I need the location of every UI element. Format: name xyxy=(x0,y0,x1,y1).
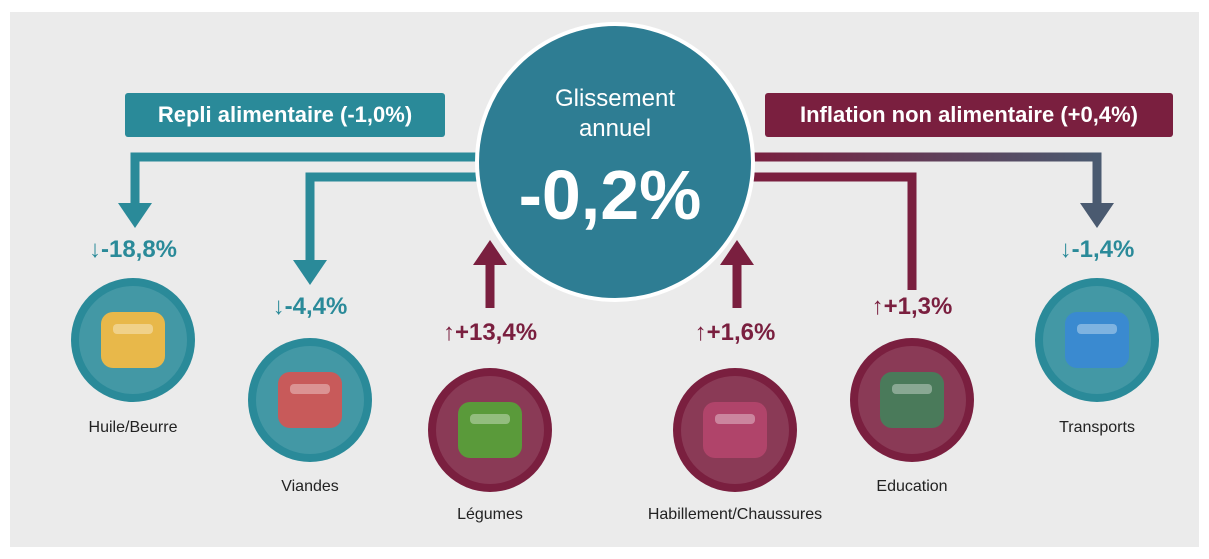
food-banner: Repli alimentaire (-1,0%) xyxy=(125,93,445,137)
change-value: ↓-18,8% xyxy=(89,236,177,264)
icon-shape xyxy=(880,372,944,428)
item-label: Transports xyxy=(1059,419,1135,437)
arrow-head xyxy=(293,260,327,285)
change-value: ↑+1,6% xyxy=(695,319,776,347)
item-label: Huile/Beurre xyxy=(89,419,178,437)
center-title: Glissement annuel xyxy=(525,84,705,144)
nonfood-banner: Inflation non alimentaire (+0,4%) xyxy=(765,93,1173,137)
icon-detail xyxy=(715,414,755,424)
item-label: Education xyxy=(876,478,947,496)
icon-detail xyxy=(470,414,510,424)
change-value: ↑+13,4% xyxy=(443,319,537,347)
icon-detail xyxy=(290,384,330,394)
item-label: Viandes xyxy=(281,478,339,496)
item-label: Légumes xyxy=(457,506,523,524)
arrow-head xyxy=(1080,203,1114,228)
arrow-head xyxy=(118,203,152,228)
item-label: Habillement/Chaussures xyxy=(648,506,822,524)
icons xyxy=(71,278,1159,492)
center-value: -0,2% xyxy=(519,155,702,235)
icon-shape xyxy=(458,402,522,458)
arrow-line xyxy=(750,177,912,290)
change-value: ↓-4,4% xyxy=(273,293,348,321)
icon-shape xyxy=(278,372,342,428)
infographic: Repli alimentaire (-1,0%) Inflation non … xyxy=(0,0,1209,559)
icon-shape xyxy=(1065,312,1129,368)
change-value: ↓-1,4% xyxy=(1060,236,1135,264)
icon-shape xyxy=(101,312,165,368)
icon-detail xyxy=(113,324,153,334)
arrow-line xyxy=(310,177,480,262)
change-value: ↑+1,3% xyxy=(872,293,953,321)
icon-detail xyxy=(892,384,932,394)
icon-shape xyxy=(703,402,767,458)
icon-detail xyxy=(1077,324,1117,334)
